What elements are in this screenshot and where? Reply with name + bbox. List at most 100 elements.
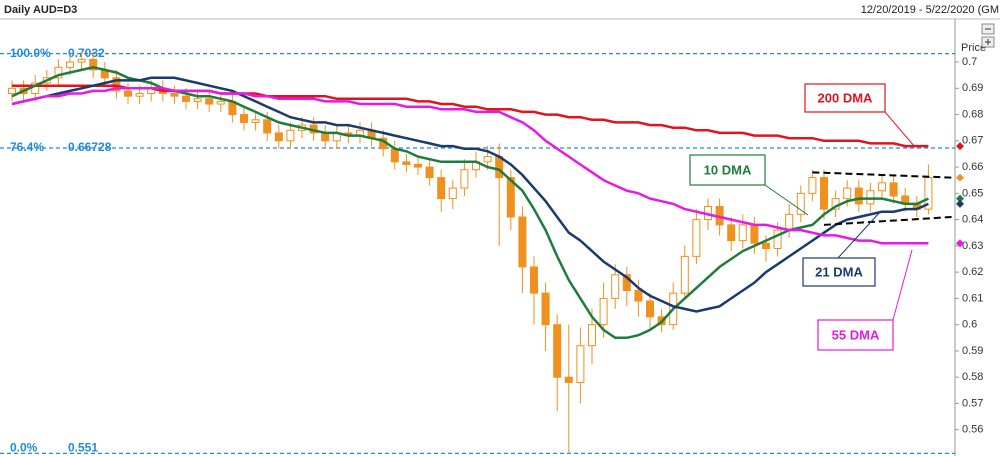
candle-body bbox=[54, 66, 63, 79]
candle-body bbox=[564, 376, 573, 383]
candle-body bbox=[866, 190, 875, 205]
candle-body bbox=[588, 324, 596, 347]
y-tick-label: 0.68 bbox=[962, 108, 983, 120]
candle-body bbox=[460, 169, 469, 189]
y-tick-label: 0.61 bbox=[962, 292, 983, 304]
candle-body bbox=[135, 93, 144, 97]
candle-body bbox=[785, 213, 794, 231]
y-tick-label: 0.65 bbox=[962, 187, 983, 199]
last-value-marker bbox=[956, 199, 964, 208]
candle-body bbox=[553, 324, 562, 378]
y-tick-label: 0.69 bbox=[962, 82, 983, 94]
fib-price: 0.7032 bbox=[68, 46, 105, 60]
ma-line bbox=[11, 76, 929, 313]
candle-body bbox=[738, 224, 747, 242]
legend-box bbox=[817, 319, 894, 351]
candle-body bbox=[599, 297, 608, 326]
candle-body bbox=[205, 98, 214, 105]
candle-body bbox=[646, 300, 654, 318]
y-tick-label: 0.66 bbox=[962, 161, 983, 173]
ma-line bbox=[12, 84, 929, 148]
candle-body bbox=[692, 219, 701, 257]
legend-box bbox=[802, 257, 876, 287]
trendline bbox=[812, 171, 952, 179]
y-tick-label: 0.56 bbox=[962, 424, 983, 436]
last-value-marker bbox=[956, 194, 964, 203]
candle-body bbox=[854, 187, 863, 205]
candle-body bbox=[750, 224, 759, 244]
annotation-arrow bbox=[884, 111, 916, 148]
candle-body bbox=[611, 274, 620, 299]
candle-body bbox=[506, 177, 515, 218]
y-tick-label: 0.62 bbox=[962, 266, 983, 278]
candle-body bbox=[124, 90, 132, 97]
candle-body bbox=[77, 58, 86, 63]
candle-body bbox=[878, 182, 886, 192]
fib-price: 0.66728 bbox=[68, 140, 112, 154]
candle-body bbox=[622, 274, 631, 292]
candle-body bbox=[634, 290, 643, 302]
last-value-marker bbox=[956, 173, 964, 182]
candle-body bbox=[66, 61, 74, 68]
legend-box bbox=[804, 83, 886, 113]
candle-body bbox=[437, 177, 446, 200]
candle-body bbox=[170, 93, 179, 97]
candle-body bbox=[402, 161, 411, 165]
y-tick-label: 0.58 bbox=[962, 371, 983, 383]
candle-body bbox=[216, 100, 225, 105]
y-tick-label: 0.67 bbox=[962, 135, 983, 147]
candle-body bbox=[820, 177, 828, 210]
candle-body bbox=[251, 119, 260, 123]
fib-label: 100.0% bbox=[10, 46, 51, 60]
y-tick-label: 0.6 bbox=[962, 319, 977, 331]
candle-body bbox=[762, 242, 770, 250]
chart-title: Daily AUD=D3 bbox=[4, 4, 77, 16]
candle-body bbox=[390, 148, 399, 163]
candle-body bbox=[89, 58, 98, 71]
candle-body bbox=[240, 114, 248, 123]
y-tick-label: 0.63 bbox=[962, 240, 983, 252]
candle-body bbox=[727, 224, 736, 242]
annotation-arrow bbox=[837, 211, 881, 259]
candle-body bbox=[286, 129, 295, 142]
fib-label: 0.0% bbox=[10, 441, 38, 455]
y-tick-label: 0.64 bbox=[962, 214, 983, 226]
y-axis-label: Price bbox=[961, 42, 986, 54]
candle-body bbox=[182, 95, 190, 102]
candle-body bbox=[193, 98, 202, 102]
candle-body bbox=[541, 292, 550, 326]
candle-body bbox=[274, 132, 283, 142]
candle-body bbox=[889, 182, 898, 197]
candle-body bbox=[8, 87, 16, 95]
candle-body bbox=[518, 216, 527, 268]
candle-body bbox=[773, 229, 782, 250]
y-tick-label: 0.57 bbox=[962, 397, 983, 409]
legend-label: 55 DMA bbox=[832, 327, 880, 342]
candle-body bbox=[530, 266, 538, 294]
fib-label: 76.4% bbox=[10, 140, 44, 154]
annotation-arrow bbox=[892, 249, 913, 321]
legend-label: 10 DMA bbox=[704, 162, 752, 177]
last-value-marker bbox=[956, 239, 964, 248]
legend-label: 200 DMA bbox=[818, 90, 874, 105]
candle-body bbox=[680, 255, 689, 294]
candle-body bbox=[796, 192, 805, 215]
candle-body bbox=[808, 177, 817, 194]
candle-body bbox=[483, 156, 492, 163]
ma-line bbox=[11, 87, 929, 245]
candle-body bbox=[576, 345, 585, 383]
candle-body bbox=[112, 77, 121, 92]
candle-body bbox=[448, 187, 457, 200]
annotation-arrow bbox=[764, 184, 809, 216]
legend-box bbox=[689, 154, 766, 186]
candle-body bbox=[843, 187, 852, 200]
y-tick-label: 0.7 bbox=[962, 56, 977, 68]
legend-label: 21 DMA bbox=[815, 264, 863, 279]
candle-body bbox=[263, 119, 272, 134]
candle-body bbox=[425, 166, 434, 179]
y-tick-label: 0.59 bbox=[962, 345, 983, 357]
last-value-marker bbox=[956, 142, 964, 151]
candle-body bbox=[414, 163, 422, 168]
